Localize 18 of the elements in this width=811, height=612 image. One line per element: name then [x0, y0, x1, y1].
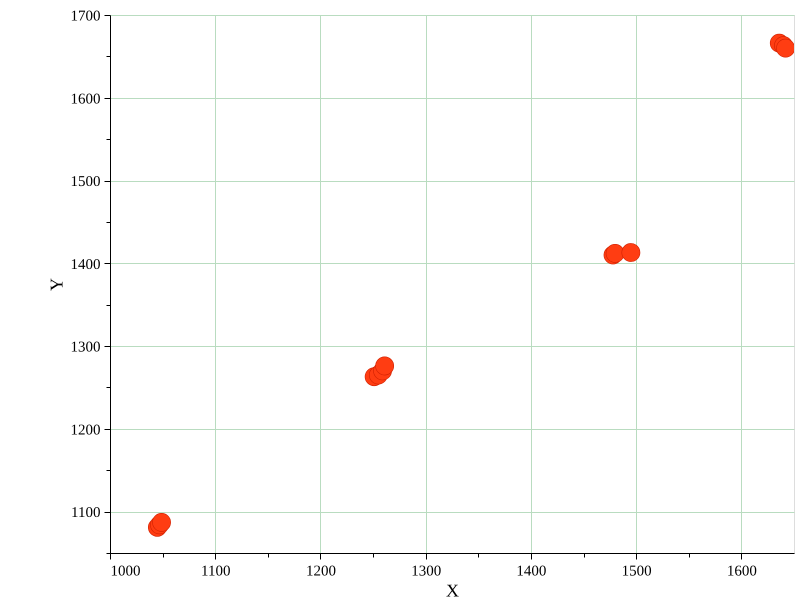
y-tick-label: 1300 [70, 340, 100, 356]
y-tick-label: 1500 [70, 174, 100, 190]
y-tick-label: 1400 [70, 256, 100, 273]
x-tick-label: 1400 [516, 564, 546, 580]
point [375, 356, 394, 376]
x-axis-title: X [446, 580, 459, 600]
x-tick-label: 1500 [622, 564, 652, 580]
point [622, 243, 640, 262]
x-tick-label: 1300 [411, 564, 442, 580]
y-tick-label: 1200 [70, 422, 100, 438]
y-tick-label: 1600 [70, 91, 100, 108]
y-axis-title: Y [46, 278, 66, 291]
x-tick-label: 1000 [110, 564, 140, 580]
y-tick-label: 1700 [70, 8, 100, 24]
x-tick-label: 1600 [726, 564, 757, 580]
y-tick-label: 1100 [71, 505, 100, 522]
x-tick-label: 1200 [306, 564, 336, 580]
x-tick-label: 1100 [201, 564, 230, 580]
